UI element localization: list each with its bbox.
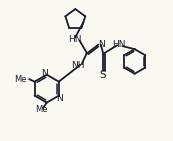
Text: HN: HN xyxy=(69,35,82,44)
Text: Me: Me xyxy=(35,105,48,114)
Text: Me: Me xyxy=(14,75,27,84)
Text: N: N xyxy=(41,70,48,79)
Text: N: N xyxy=(56,94,63,103)
Text: N: N xyxy=(98,40,105,49)
Text: S: S xyxy=(100,70,106,80)
Text: NH: NH xyxy=(71,61,84,70)
Text: HN: HN xyxy=(113,40,126,49)
